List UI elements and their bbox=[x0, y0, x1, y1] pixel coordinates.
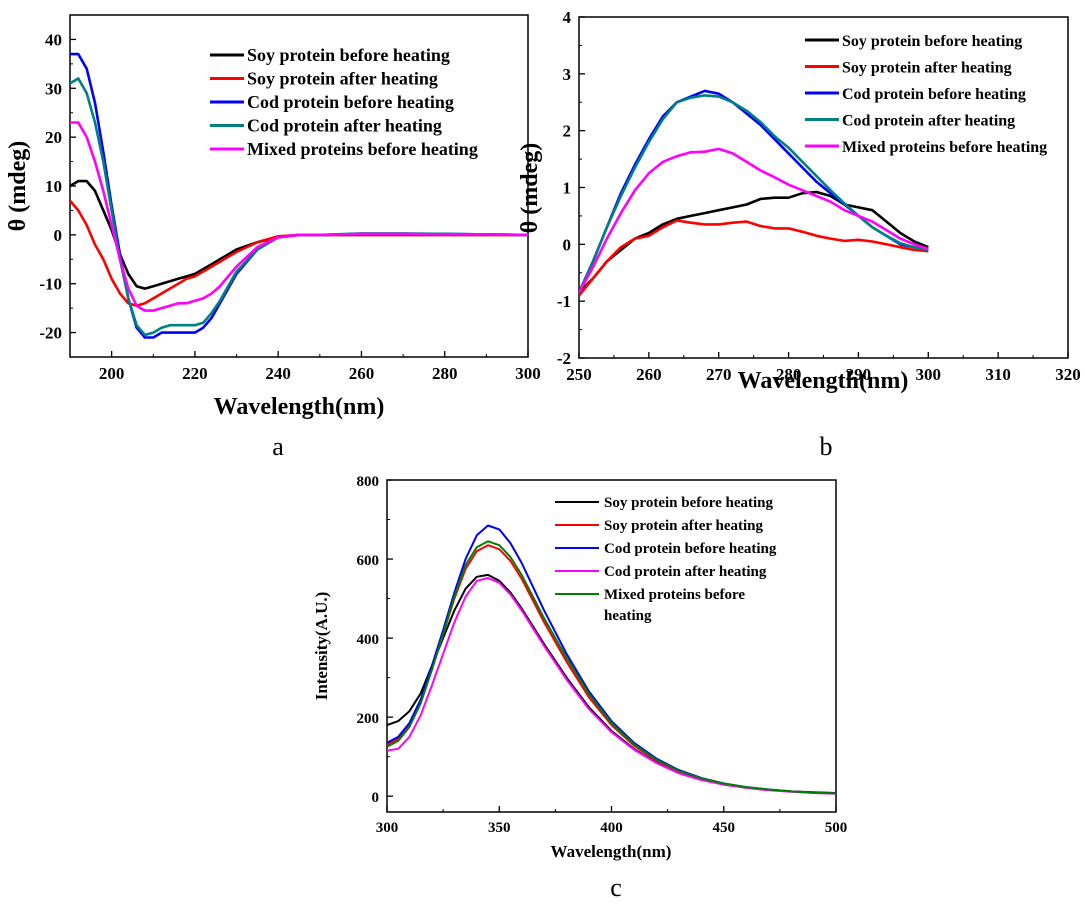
legend-label: Mixed proteins before bbox=[604, 587, 745, 603]
x-tick-label: 270 bbox=[706, 365, 732, 384]
x-tick-label: 300 bbox=[376, 820, 399, 836]
legend-label: Cod protein before heating bbox=[604, 541, 777, 557]
y-tick-label: 0 bbox=[372, 790, 380, 806]
chart-panel-b: 250 260 270 280 290 300 310 320 -2 -1 0 1 2 3 4 Soy pr… bbox=[517, 8, 1081, 461]
legend-label: Soy protein after heating bbox=[604, 518, 764, 534]
legend-label: Cod protein before heating bbox=[247, 92, 454, 112]
panel-caption-b: b bbox=[820, 432, 833, 461]
chart-panel-a: 200 220 240 260 280 300 -20 -10 0 10 20 30 40 Soy pr… bbox=[5, 14, 541, 461]
y-tick-label: 3 bbox=[563, 65, 572, 84]
legend-c: Soy protein before heating Soy protein af… bbox=[555, 495, 777, 624]
legend-label: Soy protein after heating bbox=[247, 69, 438, 89]
x-tick-label: 310 bbox=[985, 365, 1011, 384]
x-tick-label: 450 bbox=[713, 820, 736, 836]
series-line-a-5 bbox=[70, 121, 528, 312]
x-axis-label-c: Wavelength(nm) bbox=[551, 842, 672, 861]
y-axis-label-a: θ (mdeg) bbox=[5, 141, 31, 232]
x-tick-label: 400 bbox=[600, 820, 623, 836]
legend-label: Mixed proteins before heating bbox=[247, 139, 478, 159]
y-tick-label: 20 bbox=[45, 128, 62, 147]
x-tick-label: 280 bbox=[432, 364, 458, 383]
y-tick-label: 2 bbox=[563, 122, 572, 141]
series-line-c-2 bbox=[387, 544, 836, 795]
y-tick-label: 600 bbox=[357, 553, 380, 569]
y-tick-label: -20 bbox=[39, 324, 62, 343]
y-tick-label: -2 bbox=[557, 349, 571, 368]
series-line-a-2 bbox=[70, 199, 528, 308]
panel-caption-a: a bbox=[272, 432, 284, 461]
x-tick-label: 280 bbox=[776, 365, 802, 384]
legend-label: Soy protein before heating bbox=[247, 45, 450, 65]
legend-label: Mixed proteins before heating bbox=[842, 139, 1047, 156]
x-tick-label: 300 bbox=[515, 364, 541, 383]
x-tick-label: 260 bbox=[349, 364, 375, 383]
y-axis-label-b: θ (mdeg) bbox=[517, 143, 543, 234]
legend-label: Cod protein after heating bbox=[842, 113, 1015, 130]
legend-a: Soy protein before heating Soy protein af… bbox=[210, 45, 478, 159]
x-axis-label-a: Wavelength(nm) bbox=[214, 394, 385, 420]
x-tick-label: 260 bbox=[636, 365, 662, 384]
series-line-b-2 bbox=[579, 219, 929, 297]
legend-label: Cod protein after heating bbox=[604, 564, 767, 580]
legend-label: Soy protein before heating bbox=[842, 33, 1022, 50]
x-tick-label: 320 bbox=[1055, 365, 1081, 384]
y-tick-label: -1 bbox=[557, 292, 571, 311]
y-tick-label: 0 bbox=[563, 235, 572, 254]
y-tick-label: -10 bbox=[39, 275, 62, 294]
y-tick-label: 200 bbox=[357, 711, 380, 727]
series-line-b-4 bbox=[579, 94, 929, 294]
x-tick-label: 240 bbox=[265, 364, 291, 383]
legend-label: heating bbox=[604, 608, 652, 624]
y-tick-label: 800 bbox=[357, 474, 380, 490]
y-axis-label-c: Intensity(A.U.) bbox=[312, 592, 331, 701]
chart-panel-c: 300 350 400 450 500 0 200 400 600 800 Soy protein… bbox=[312, 474, 847, 902]
y-tick-label: 4 bbox=[563, 8, 572, 27]
x-tick-label: 200 bbox=[99, 364, 125, 383]
x-tick-label: 350 bbox=[488, 820, 511, 836]
x-tick-label: 500 bbox=[825, 820, 848, 836]
x-axis-label-b: Wavelength(nm) bbox=[738, 368, 909, 394]
x-tick-label: 220 bbox=[182, 364, 208, 383]
panel-caption-c: c bbox=[610, 873, 622, 902]
legend-label: Cod protein after heating bbox=[247, 116, 442, 136]
y-tick-label: 40 bbox=[45, 30, 62, 49]
series-line-b-5 bbox=[579, 147, 929, 294]
x-tick-label: 250 bbox=[566, 365, 592, 384]
y-tick-label: 1 bbox=[563, 179, 572, 198]
y-tick-label: 30 bbox=[45, 79, 62, 98]
legend-b: Soy protein before heating Soy protein af… bbox=[805, 33, 1047, 156]
y-tick-label: 10 bbox=[45, 177, 62, 196]
series-line-c-5 bbox=[387, 540, 836, 795]
legend-label: Cod protein before heating bbox=[842, 86, 1026, 103]
y-tick-label: 0 bbox=[54, 226, 63, 245]
legend-label: Soy protein after heating bbox=[842, 60, 1012, 77]
legend-label: Soy protein before heating bbox=[604, 495, 774, 511]
x-tick-label: 300 bbox=[916, 365, 942, 384]
x-tick-label: 290 bbox=[846, 365, 872, 384]
y-tick-label: 400 bbox=[357, 632, 380, 648]
